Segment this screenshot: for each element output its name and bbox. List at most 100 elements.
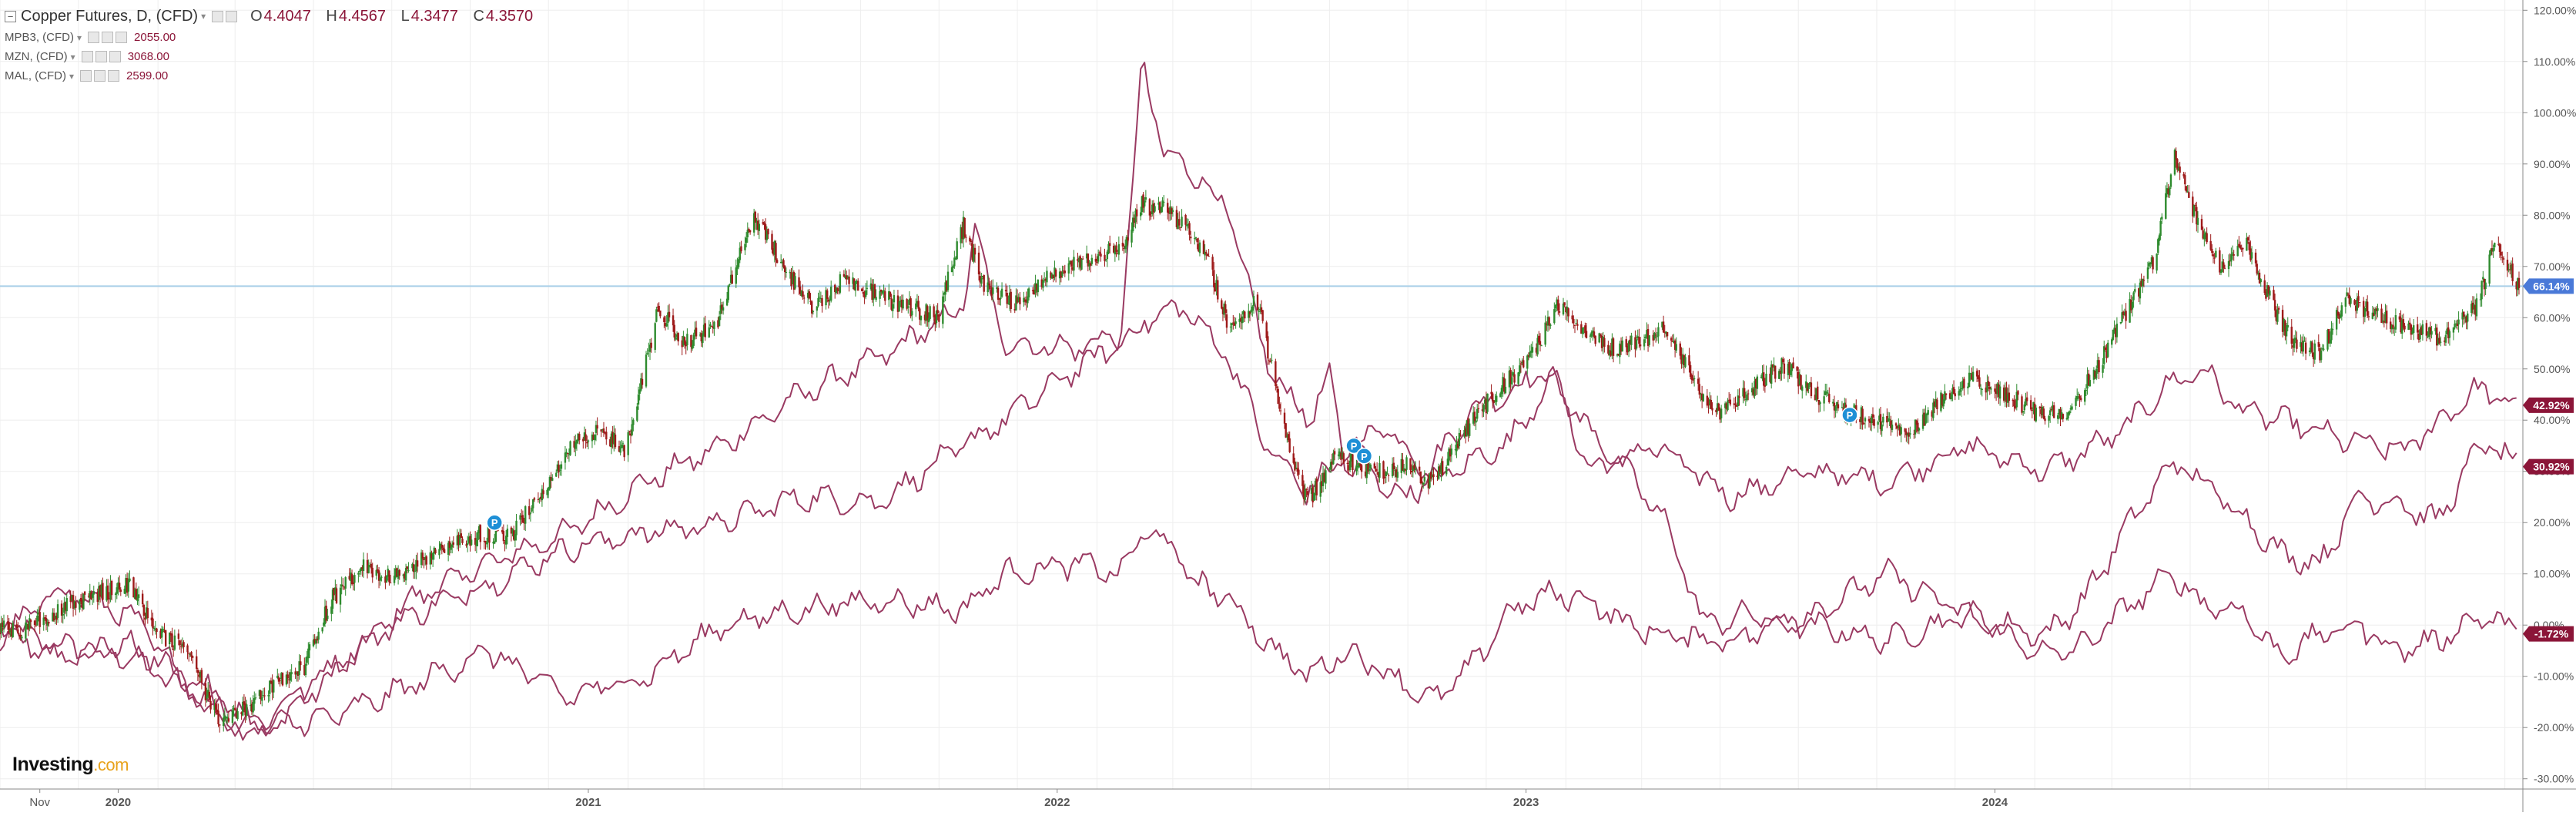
- candle-up: [665, 323, 668, 327]
- candle-down: [1833, 402, 1836, 411]
- candle-up: [52, 613, 54, 622]
- candle-up: [2490, 249, 2492, 255]
- candle-down: [2438, 337, 2440, 344]
- candle-down: [1492, 400, 1496, 403]
- candle-down: [1150, 215, 1152, 217]
- candle-up: [1648, 335, 1650, 345]
- candle-down: [17, 629, 19, 633]
- candle-up: [1332, 452, 1335, 465]
- candle-up: [1508, 370, 1511, 388]
- candle-down: [946, 280, 948, 291]
- candle-down: [423, 558, 425, 560]
- collapse-icon[interactable]: −: [5, 10, 16, 22]
- candle-up: [339, 587, 342, 605]
- candle-up: [1891, 424, 1894, 430]
- event-marker[interactable]: [486, 514, 503, 531]
- candlestick-layer: [0, 147, 2521, 733]
- candle-up: [2293, 338, 2296, 348]
- candle-up: [569, 441, 571, 455]
- candle-up: [223, 715, 226, 719]
- event-marker[interactable]: [1355, 448, 1373, 465]
- settings-icon[interactable]: [94, 70, 106, 82]
- candle-up: [613, 433, 615, 445]
- candle-down: [537, 499, 540, 500]
- candle-up: [953, 257, 956, 267]
- candle-up: [289, 672, 292, 681]
- candle-up: [1124, 245, 1127, 250]
- price-badge-label: 66.14%: [2533, 280, 2570, 292]
- candle-down: [152, 618, 154, 629]
- candle-up: [1630, 335, 1633, 345]
- candle-down: [1108, 243, 1111, 247]
- candle-up: [1171, 210, 1174, 213]
- candle-down: [171, 633, 173, 648]
- candle-down: [2167, 188, 2169, 194]
- settings-icon[interactable]: [226, 10, 238, 22]
- chevron-down-icon[interactable]: ▾: [201, 11, 206, 22]
- candle-down: [936, 310, 939, 314]
- candle-up: [667, 312, 669, 324]
- candle-down: [542, 490, 544, 495]
- settings-icon[interactable]: [95, 51, 107, 62]
- candle-down: [1221, 300, 1223, 309]
- settings-icon[interactable]: [102, 32, 114, 43]
- candle-up: [1313, 492, 1315, 501]
- candle-down: [2398, 316, 2401, 320]
- candle-down: [270, 680, 273, 683]
- candle-down: [370, 563, 373, 569]
- candle-down: [2354, 305, 2357, 311]
- eye-icon[interactable]: [88, 32, 100, 43]
- candle-up: [470, 539, 473, 546]
- eye-icon[interactable]: [212, 10, 224, 22]
- candle-down: [1315, 479, 1318, 495]
- candle-down: [1683, 355, 1685, 365]
- candle-up: [1940, 392, 1942, 411]
- eye-icon[interactable]: [80, 70, 92, 82]
- close-icon[interactable]: [116, 32, 128, 43]
- candle-up: [2103, 346, 2105, 364]
- event-marker[interactable]: [1345, 437, 1362, 455]
- y-tick-label: 70.00%: [2534, 260, 2570, 273]
- candle-up: [1521, 361, 1523, 364]
- candle-up: [908, 298, 911, 305]
- candle-down: [2465, 316, 2467, 323]
- candle-up: [511, 529, 514, 534]
- close-icon[interactable]: [108, 70, 120, 82]
- candle-down: [2444, 341, 2446, 342]
- chevron-down-icon[interactable]: ▾: [69, 70, 75, 82]
- candle-down: [1367, 459, 1369, 472]
- candle-up: [189, 653, 192, 655]
- candle-up: [2150, 257, 2153, 264]
- candle-up: [1951, 388, 1954, 395]
- chevron-down-icon[interactable]: ▾: [70, 51, 75, 62]
- price-badge-label: -1.72%: [2534, 628, 2569, 640]
- candle-down: [1952, 387, 1955, 395]
- candle-down: [1796, 366, 1798, 371]
- candle-up: [2407, 323, 2410, 330]
- candle-down: [2362, 301, 2365, 317]
- candle-down: [1202, 240, 1205, 254]
- candle-up: [564, 452, 567, 463]
- candle-up: [2004, 388, 2006, 401]
- y-tick-label: 120.00%: [2534, 4, 2576, 16]
- candle-down: [1576, 324, 1579, 326]
- close-icon[interactable]: [109, 51, 121, 62]
- candle-down: [2281, 310, 2284, 332]
- legend-compare-row: MAL, (CFD) ▾ 2599.00: [5, 66, 544, 86]
- candle-down: [404, 573, 406, 579]
- candle-down: [1890, 420, 1892, 428]
- candle-down: [1301, 475, 1304, 486]
- candle-up: [1338, 451, 1341, 457]
- candle-up: [1526, 355, 1529, 369]
- eye-icon[interactable]: [81, 51, 93, 62]
- event-marker[interactable]: [1841, 406, 1858, 424]
- candle-up: [262, 695, 265, 697]
- candle-up: [2467, 313, 2469, 322]
- candle-down: [348, 576, 350, 579]
- candle-down: [827, 299, 830, 302]
- chevron-down-icon[interactable]: ▾: [77, 32, 82, 43]
- candle-up: [1834, 406, 1837, 411]
- candle-up: [2300, 341, 2302, 348]
